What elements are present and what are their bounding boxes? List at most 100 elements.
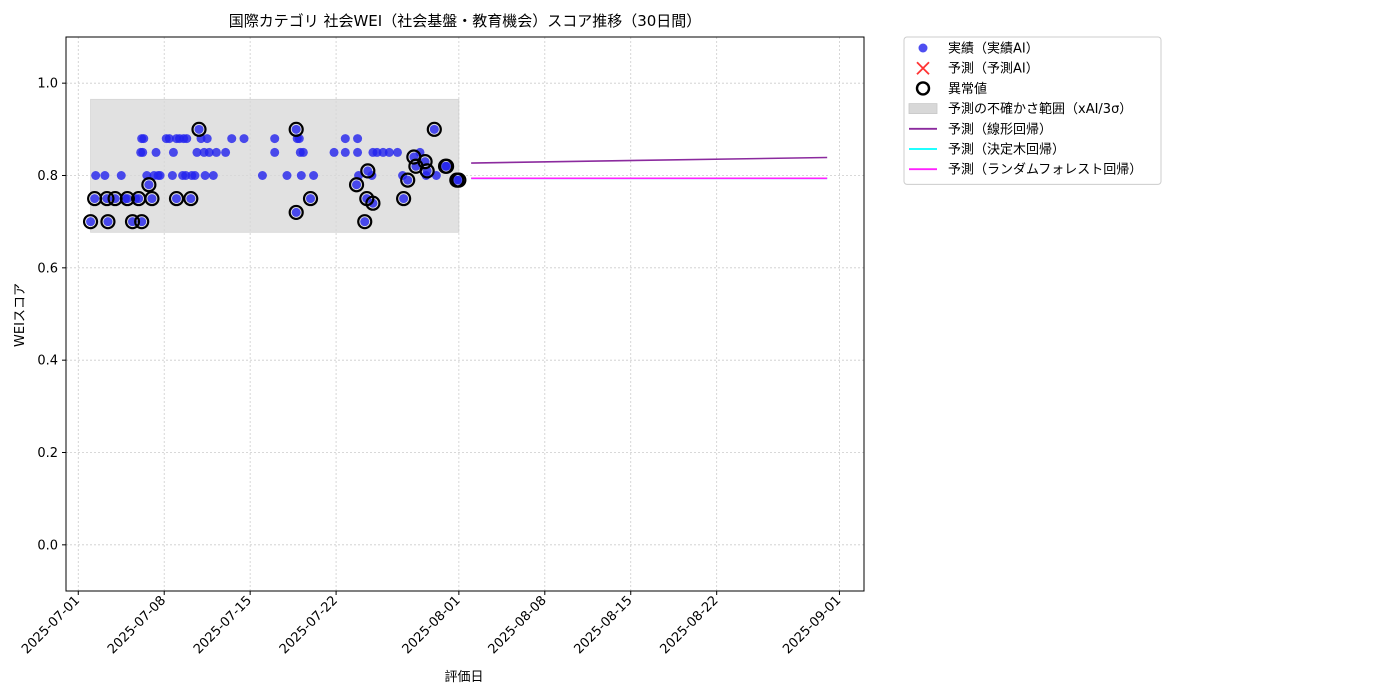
actual-point: [167, 171, 177, 180]
legend-label: 予測（決定木回帰）: [948, 142, 1065, 158]
y-tick-label: 0.6: [37, 261, 58, 276]
anomaly-marker: [348, 177, 365, 193]
actual-point: [270, 147, 280, 157]
actual-point: [282, 171, 292, 180]
actual-point: [221, 147, 231, 157]
legend-anomaly-marker: [915, 81, 931, 96]
actual-point: [208, 171, 218, 180]
actual-point: [100, 171, 110, 180]
actual-point: [384, 147, 394, 157]
actual-point: [340, 147, 350, 157]
uncertainty-band-layer: [90, 98, 460, 233]
actual-point: [442, 161, 452, 171]
anomaly-marker: [144, 190, 160, 207]
uncertainty-band: [90, 98, 460, 233]
actual-point: [182, 134, 192, 144]
actual-point: [362, 194, 372, 204]
anomaly-marker: [357, 214, 373, 230]
actual-point: [134, 194, 144, 204]
y-axis-label: WEIスコア: [13, 283, 28, 347]
actual-point: [353, 147, 363, 157]
anomaly-marker: [451, 172, 467, 188]
actual-point: [200, 171, 210, 180]
actual-point: [147, 194, 157, 204]
actual-point: [211, 147, 221, 157]
actual-point: [192, 147, 202, 157]
x-axis-label: 評価日: [444, 670, 483, 685]
anomaly-marker: [438, 158, 455, 174]
legend-label: 異常値: [948, 81, 987, 97]
actual-point: [164, 134, 174, 144]
actual-point: [309, 171, 319, 180]
plot-area: [65, 36, 865, 592]
actual-point: [306, 194, 316, 204]
y-tick-label: 0.4: [37, 354, 58, 369]
y-tick-label: 1.0: [37, 77, 58, 92]
actual-point: [138, 147, 148, 157]
anomaly-marker: [288, 121, 304, 137]
anomaly-marker: [82, 214, 99, 230]
actual-point: [399, 194, 409, 204]
plot-frame: [65, 36, 865, 592]
legend-label: 予測の不確かさ範囲（xAI/3σ）: [948, 101, 1132, 117]
anomaly-marker: [426, 121, 442, 137]
actual-point: [168, 147, 178, 157]
anomaly-marker: [302, 190, 319, 207]
anomaly-marker: [134, 214, 150, 230]
legend-label: 実績（実績AI）: [948, 41, 1039, 57]
actual-point: [155, 171, 165, 180]
actual-point: [298, 147, 308, 157]
actual-point: [403, 175, 413, 185]
legend-actual-marker: [918, 43, 928, 53]
actual-point: [194, 124, 204, 134]
actual-point: [202, 134, 212, 144]
anomaly-marker: [365, 195, 381, 211]
actual-point: [239, 134, 249, 144]
legend-box: [903, 36, 1162, 185]
actual-point: [270, 134, 280, 144]
actual-point: [227, 134, 237, 144]
y-tick-label: 0.8: [37, 169, 58, 184]
anomaly-marker: [396, 190, 412, 207]
actual-point: [353, 134, 363, 144]
actual-point: [352, 180, 362, 190]
anomaly-marker: [400, 172, 416, 188]
actual-point: [116, 171, 126, 180]
anomaly-marker: [119, 190, 135, 207]
prediction-lines: [471, 156, 828, 180]
anomaly-marker: [419, 163, 435, 179]
actual-point: [360, 217, 370, 227]
prediction-line: [471, 156, 828, 164]
anomaly-marker: [141, 177, 157, 193]
anomaly-marker: [124, 214, 141, 230]
actual-point: [186, 194, 196, 204]
actual-point: [429, 124, 439, 134]
actual-point: [171, 194, 181, 204]
actual-point: [91, 171, 101, 180]
actual-point: [204, 147, 214, 157]
actual-point: [296, 171, 306, 180]
actual-point: [454, 175, 464, 185]
actual-point: [139, 134, 149, 144]
y-tick-label: 0.0: [37, 538, 58, 553]
anomaly-marker: [360, 163, 376, 179]
legend-label: 予測（予測AI）: [948, 62, 1039, 77]
y-tick-label: 0.2: [37, 446, 58, 461]
anomaly-marker: [168, 190, 185, 207]
actual-point: [151, 147, 161, 157]
legend-x-marker: [916, 61, 930, 75]
actual-point: [103, 217, 113, 227]
legend-band-swatch: [908, 103, 938, 114]
anomaly-markers: [82, 121, 467, 230]
actual-point: [291, 124, 301, 134]
actual-point: [329, 147, 339, 157]
actual-point: [340, 134, 350, 144]
actual-point: [392, 147, 402, 157]
actual-point: [90, 194, 100, 204]
y-axis-ticks: 0.0 0.2 0.4 0.6 0.8 1.0: [37, 77, 66, 553]
anomaly-marker: [288, 204, 304, 221]
anomaly-marker: [191, 121, 207, 137]
actual-point: [257, 171, 267, 180]
